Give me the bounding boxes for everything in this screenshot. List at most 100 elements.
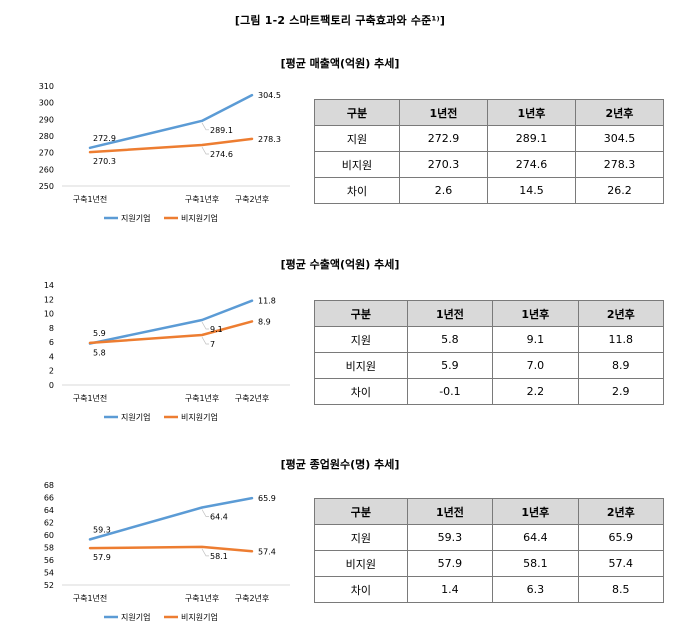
table-cell: 비지원: [314, 352, 408, 379]
table-header-cell: 구분: [314, 99, 400, 126]
table-cell: 14.5: [486, 177, 576, 204]
table-header-cell: 1년후: [492, 300, 579, 327]
series-line-support: [88, 496, 254, 541]
x-tick-label: 구축2년후: [235, 194, 270, 204]
table-row: 비지원 270.3 274.6 278.3: [314, 151, 665, 178]
legend-label: 비지원기업: [181, 413, 218, 422]
data-label: 278.3: [258, 135, 281, 144]
data-label: 7: [210, 340, 215, 349]
table-cell: 8.9: [577, 352, 665, 379]
y-tick-label: 14: [44, 281, 54, 290]
table-header-cell: 구분: [314, 300, 408, 327]
x-tick-label: 구축1년후: [185, 393, 220, 403]
table-header-row: 구분 1년전 1년후 2년후: [314, 498, 665, 525]
y-tick-label: 10: [44, 310, 54, 319]
table-cell: 차이: [314, 378, 408, 405]
y-tick-label: 54: [44, 569, 54, 578]
data-label: 272.9: [93, 134, 116, 143]
x-tick-label: 구축1년전: [73, 593, 108, 603]
data-label: 5.9: [93, 329, 106, 338]
table-header-cell: 1년전: [398, 99, 488, 126]
table-cell: 59.3: [406, 524, 494, 551]
table-header-cell: 1년후: [486, 99, 576, 126]
data-label: 64.4: [210, 513, 228, 522]
table-2: 구분 1년전 1년후 2년후 지원 5.8 9.1 11.8 비지원 5.9 7.0 8.9 차이 -0.…: [314, 300, 665, 405]
legend-label: 지원기업: [121, 413, 150, 422]
data-label: 8.9: [258, 317, 271, 326]
table-header-cell: 2년후: [574, 99, 665, 126]
x-tick-label: 구축1년전: [73, 393, 108, 403]
table-cell: 2.2: [492, 378, 579, 405]
data-label: 274.6: [210, 150, 233, 159]
y-tick-label: 310: [39, 82, 54, 91]
y-tick-label: 2: [49, 367, 54, 376]
table-header-cell: 구분: [314, 498, 408, 525]
series-line-support: [88, 299, 254, 345]
table-3: 구분 1년전 1년후 2년후 지원 59.3 64.4 65.9 비지원 57.9 58.1 57.4…: [314, 498, 665, 603]
y-tick-label: 8: [49, 324, 54, 333]
data-label-leader: [201, 336, 209, 345]
table-cell: 1.4: [406, 576, 494, 603]
chart-1: 250 260 270 280 290 300 310 구축1년전 구축1년후 구축2년후 272.…: [39, 82, 290, 223]
table-cell: 289.1: [486, 125, 576, 152]
table-header-cell: 2년후: [577, 498, 665, 525]
y-tick-label: 12: [44, 295, 54, 304]
table-cell: -0.1: [406, 378, 494, 405]
table-header-cell: 2년후: [577, 300, 665, 327]
chart-1-title: [평균 매출액(억원) 추세]: [280, 57, 400, 70]
table-row: 차이 1.4 6.3 8.5: [314, 576, 665, 603]
table-header-row: 구분 1년전 1년후 2년후: [314, 99, 665, 126]
table-row: 지원 272.9 289.1 304.5: [314, 125, 665, 152]
legend-label: 비지원기업: [181, 214, 218, 223]
y-tick-label: 68: [44, 481, 54, 490]
chart-3: 52 54 56 58 60 62 64 66 68 구축1년전 구축1년후 구축2년후 59.3 64.…: [44, 481, 290, 622]
data-label-leader: [201, 146, 209, 155]
data-label: 270.3: [93, 157, 116, 166]
table-cell: 9.1: [492, 326, 579, 353]
table-header-cell: 1년후: [492, 498, 579, 525]
table-cell: 지원: [314, 524, 408, 551]
series-line-nonsupport: [88, 320, 254, 345]
legend-label: 지원기업: [121, 613, 150, 622]
table-cell: 57.9: [406, 550, 494, 577]
table-row: 비지원 57.9 58.1 57.4: [314, 550, 665, 577]
y-tick-label: 6: [49, 338, 54, 347]
table-cell: 2.9: [577, 378, 665, 405]
x-tick-label: 구축2년후: [235, 593, 270, 603]
table-cell: 65.9: [577, 524, 665, 551]
y-tick-label: 300: [39, 99, 54, 108]
y-tick-label: 60: [44, 531, 54, 540]
table-1: 구분 1년전 1년후 2년후 지원 272.9 289.1 304.5 비지원 270.3 274.…: [314, 99, 665, 204]
data-label: 58.1: [210, 552, 228, 561]
y-tick-label: 290: [39, 115, 54, 124]
y-tick-label: 56: [44, 556, 54, 565]
data-label: 59.3: [93, 525, 111, 534]
table-row: 차이 2.6 14.5 26.2: [314, 177, 665, 204]
table-cell: 272.9: [398, 125, 488, 152]
table-header-cell: 1년전: [406, 300, 494, 327]
series-line-nonsupport: [88, 137, 254, 154]
data-label-leader: [201, 321, 209, 330]
data-label: 11.8: [258, 297, 276, 306]
legend-label: 비지원기업: [181, 613, 218, 622]
table-cell: 270.3: [398, 151, 488, 178]
table-cell: 5.9: [406, 352, 494, 379]
figure-title: [그림 1-2 스마트팩토리 구축효과와 수준¹⁾]: [234, 14, 446, 27]
data-label: 289.1: [210, 126, 233, 135]
table-cell: 비지원: [314, 550, 408, 577]
y-tick-label: 66: [44, 494, 54, 503]
table-cell: 8.5: [577, 576, 665, 603]
table-cell: 지원: [314, 326, 408, 353]
table-cell: 비지원: [314, 151, 400, 178]
x-tick-label: 구축1년후: [185, 194, 220, 204]
table-row: 차이 -0.1 2.2 2.9: [314, 378, 665, 405]
data-label: 65.9: [258, 494, 276, 503]
y-tick-label: 0: [49, 381, 54, 390]
y-tick-label: 64: [44, 506, 54, 515]
x-tick-label: 구축1년후: [185, 593, 220, 603]
table-header-cell: 1년전: [406, 498, 494, 525]
table-cell: 차이: [314, 576, 408, 603]
data-label-leader: [201, 548, 209, 557]
table-cell: 26.2: [574, 177, 665, 204]
data-label-leader: [201, 122, 209, 131]
